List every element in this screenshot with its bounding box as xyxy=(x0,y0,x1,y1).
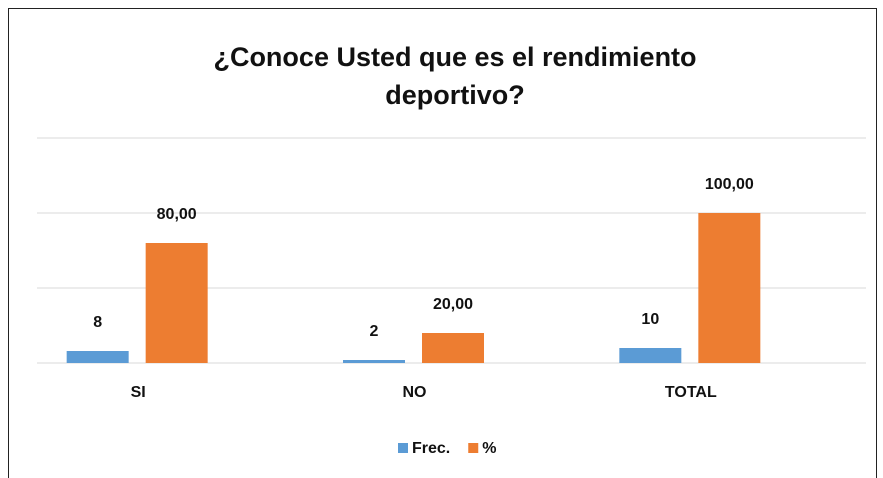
data-label: 10 xyxy=(641,311,659,328)
bar xyxy=(145,243,208,363)
legend-swatch xyxy=(468,443,479,453)
bar xyxy=(343,360,405,363)
bar xyxy=(619,348,682,363)
bar xyxy=(66,351,129,363)
chart-border xyxy=(8,8,877,478)
data-label: 100,00 xyxy=(705,176,754,193)
data-label: 8 xyxy=(93,314,102,331)
legend-swatch xyxy=(398,443,408,453)
legend-label: % xyxy=(482,440,496,457)
x-tick-label: SI xyxy=(131,384,146,401)
legend-label: Frec. xyxy=(412,440,450,457)
bar xyxy=(422,333,484,363)
x-tick-label: NO xyxy=(403,384,427,401)
data-label: 80,00 xyxy=(157,206,197,223)
bar xyxy=(698,213,761,363)
chart-title: ¿Conoce Usted que es el rendimiento depo… xyxy=(213,42,697,110)
data-label: 2 xyxy=(370,323,379,340)
x-tick-label: TOTAL xyxy=(665,384,717,401)
data-label: 20,00 xyxy=(433,296,473,313)
